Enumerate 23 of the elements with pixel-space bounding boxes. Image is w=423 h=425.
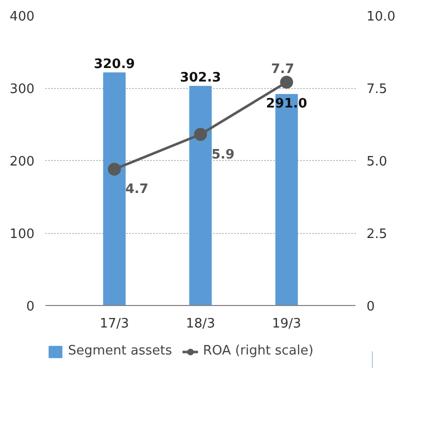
y2-tick-label: 2.5 <box>366 227 388 242</box>
point <box>194 128 207 141</box>
legend-label: Segment assets <box>68 344 172 358</box>
y-tick-label: 0 <box>26 300 35 314</box>
data-label: 320.9 <box>94 56 135 72</box>
legend-label: ROA (right scale) <box>203 344 314 358</box>
data-label: 302.3 <box>180 70 222 86</box>
y2-tick-label: 5.0 <box>366 154 388 170</box>
x-tick-label: 17/3 <box>100 316 129 332</box>
y2-tick-label: 0 <box>366 300 375 314</box>
data-label: 7.7 <box>271 62 294 78</box>
x-tick-label: 19/3 <box>272 316 302 332</box>
y-tick-label: 300 <box>10 82 35 97</box>
y-tick-label: 400 <box>10 10 35 24</box>
data-label: 4.7 <box>125 182 148 198</box>
point <box>108 162 121 176</box>
point <box>280 76 294 89</box>
y2-tick-label: 7.5 <box>366 82 388 97</box>
x-tick-label: 18/3 <box>186 316 216 332</box>
y-tick-label: 200 <box>10 154 35 170</box>
data-label: 5.9 <box>212 147 235 162</box>
y-tick-label: 100 <box>10 227 35 242</box>
y2-tick-label: 10.0 <box>366 10 396 24</box>
